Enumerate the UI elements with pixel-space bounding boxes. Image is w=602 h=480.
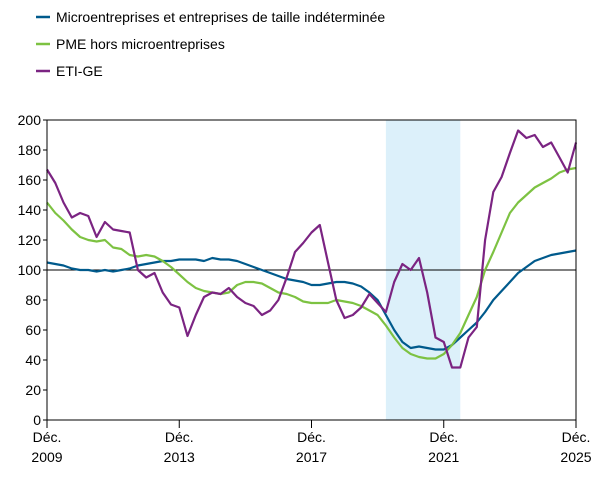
- y-tick-label: 160: [18, 172, 42, 188]
- y-tick-label: 0: [33, 412, 41, 428]
- y-tick-label: 140: [18, 202, 42, 218]
- legend-label: PME hors microentreprises: [56, 36, 225, 52]
- y-tick-label: 180: [18, 142, 42, 158]
- series-line: [46, 129, 578, 369]
- y-tick-label: 120: [18, 232, 42, 248]
- series-line: [46, 249, 577, 351]
- x-tick-label: Déc. 2025: [560, 429, 591, 465]
- y-tick-label: 80: [25, 292, 41, 308]
- x-tick-label: Déc. 2009: [31, 429, 62, 465]
- y-tick-label: 40: [25, 352, 41, 368]
- y-tick-label: 200: [18, 112, 42, 128]
- y-tick-label: 100: [18, 262, 42, 278]
- x-tick-label: Déc. 2017: [296, 429, 327, 465]
- plot-frame: [46, 119, 577, 421]
- series-line: [46, 166, 577, 360]
- y-tick-label: 20: [25, 382, 41, 398]
- legend-label: ETI-GE: [56, 63, 103, 79]
- x-tick-label: Déc. 2021: [428, 429, 459, 465]
- x-tick-label: Déc. 2013: [164, 429, 195, 465]
- y-tick-label: 60: [25, 322, 41, 338]
- legend-label: Microentreprises et entreprises de taill…: [56, 9, 385, 25]
